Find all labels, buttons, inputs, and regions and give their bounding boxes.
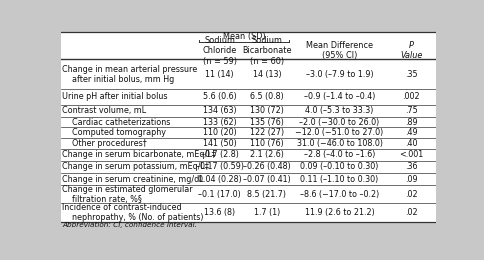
Text: .40: .40 <box>405 139 418 148</box>
Text: 31.0 (−46.0 to 108.0): 31.0 (−46.0 to 108.0) <box>297 139 382 148</box>
Text: 0.09 (–0.10 to 0.30): 0.09 (–0.10 to 0.30) <box>301 162 379 171</box>
Text: Change in estimated glomerular
    filtration rate, %§: Change in estimated glomerular filtratio… <box>62 185 193 204</box>
Text: 0.11 (–1.10 to 0.30): 0.11 (–1.10 to 0.30) <box>301 175 378 184</box>
Text: Contrast volume, mL: Contrast volume, mL <box>62 106 147 115</box>
Text: –3.0 (–7.9 to 1.9): –3.0 (–7.9 to 1.9) <box>306 70 373 79</box>
Text: Incidence of contrast-induced
    nephropathy, % (No. of patients): Incidence of contrast-induced nephropath… <box>62 203 204 222</box>
Text: 11 (14): 11 (14) <box>205 70 234 79</box>
Text: 134 (63): 134 (63) <box>203 106 236 115</box>
Text: Sodium
Bicarbonate
(n = 60): Sodium Bicarbonate (n = 60) <box>242 36 292 66</box>
Text: Mean Difference
(95% CI): Mean Difference (95% CI) <box>306 41 373 61</box>
Text: 13.6 (8): 13.6 (8) <box>204 208 235 217</box>
Text: 135 (76): 135 (76) <box>250 118 284 127</box>
Text: Mean (SD): Mean (SD) <box>223 32 265 41</box>
Text: Cardiac catheterizations: Cardiac catheterizations <box>62 118 171 127</box>
Text: 122 (27): 122 (27) <box>250 128 284 137</box>
Text: 130 (72): 130 (72) <box>250 106 284 115</box>
Text: 1.7 (1): 1.7 (1) <box>254 208 280 217</box>
Text: Change in serum creatinine, mg/dL: Change in serum creatinine, mg/dL <box>62 175 204 184</box>
FancyBboxPatch shape <box>60 32 436 222</box>
Text: P
Value: P Value <box>400 41 423 61</box>
Text: .49: .49 <box>405 128 418 137</box>
Text: –2.0 (−30.0 to 26.0): –2.0 (−30.0 to 26.0) <box>300 118 380 127</box>
Text: 110 (20): 110 (20) <box>203 128 236 137</box>
Text: .002: .002 <box>402 92 420 101</box>
Text: Change in serum potassium, mEq/L‡: Change in serum potassium, mEq/L‡ <box>62 162 209 171</box>
Text: .75: .75 <box>405 106 418 115</box>
Text: .02: .02 <box>405 190 418 199</box>
Text: –0.17 (0.59): –0.17 (0.59) <box>196 162 243 171</box>
Text: –2.8 (–4.0 to –1.6): –2.8 (–4.0 to –1.6) <box>304 150 375 159</box>
Text: 110 (76): 110 (76) <box>250 139 284 148</box>
Text: .36: .36 <box>405 162 418 171</box>
Text: Abbreviation: CI, confidence interval.: Abbreviation: CI, confidence interval. <box>62 222 197 228</box>
Text: .02: .02 <box>405 208 418 217</box>
Text: 11.9 (2.6 to 21.2): 11.9 (2.6 to 21.2) <box>305 208 375 217</box>
Text: Change in serum bicarbonate, mEq/L‡: Change in serum bicarbonate, mEq/L‡ <box>62 150 216 159</box>
Text: Change in mean arterial pressure
    after initial bolus, mm Hg: Change in mean arterial pressure after i… <box>62 65 197 83</box>
Text: .89: .89 <box>405 118 418 127</box>
Text: –0.1 (17.0): –0.1 (17.0) <box>198 190 241 199</box>
Text: Other procedures†: Other procedures† <box>62 139 147 148</box>
Text: −12.0 (−51.0 to 27.0): −12.0 (−51.0 to 27.0) <box>295 128 384 137</box>
Text: 0.04 (0.28): 0.04 (0.28) <box>197 175 242 184</box>
Text: Urine pH after initial bolus: Urine pH after initial bolus <box>62 92 168 101</box>
Text: –0.7 (2.8): –0.7 (2.8) <box>200 150 239 159</box>
Text: 6.5 (0.8): 6.5 (0.8) <box>250 92 284 101</box>
Text: –8.6 (−17.0 to –0.2): –8.6 (−17.0 to –0.2) <box>300 190 379 199</box>
Text: 2.1 (2.6): 2.1 (2.6) <box>250 150 284 159</box>
Text: .35: .35 <box>405 70 418 79</box>
Text: 141 (50): 141 (50) <box>203 139 236 148</box>
Text: –0.26 (0.48): –0.26 (0.48) <box>243 162 291 171</box>
Text: 14 (13): 14 (13) <box>253 70 281 79</box>
Text: 5.6 (0.6): 5.6 (0.6) <box>203 92 236 101</box>
Text: .09: .09 <box>405 175 418 184</box>
Text: –0.07 (0.41): –0.07 (0.41) <box>243 175 291 184</box>
Text: 8.5 (21.7): 8.5 (21.7) <box>247 190 287 199</box>
Text: 133 (62): 133 (62) <box>203 118 236 127</box>
Text: Computed tomography: Computed tomography <box>62 128 166 137</box>
Text: <.001: <.001 <box>399 150 424 159</box>
Text: Sodium
Chloride
(n = 59): Sodium Chloride (n = 59) <box>202 36 237 66</box>
Text: 4.0 (–5.3 to 33.3): 4.0 (–5.3 to 33.3) <box>305 106 374 115</box>
Text: –0.9 (–1.4 to –0.4): –0.9 (–1.4 to –0.4) <box>304 92 375 101</box>
